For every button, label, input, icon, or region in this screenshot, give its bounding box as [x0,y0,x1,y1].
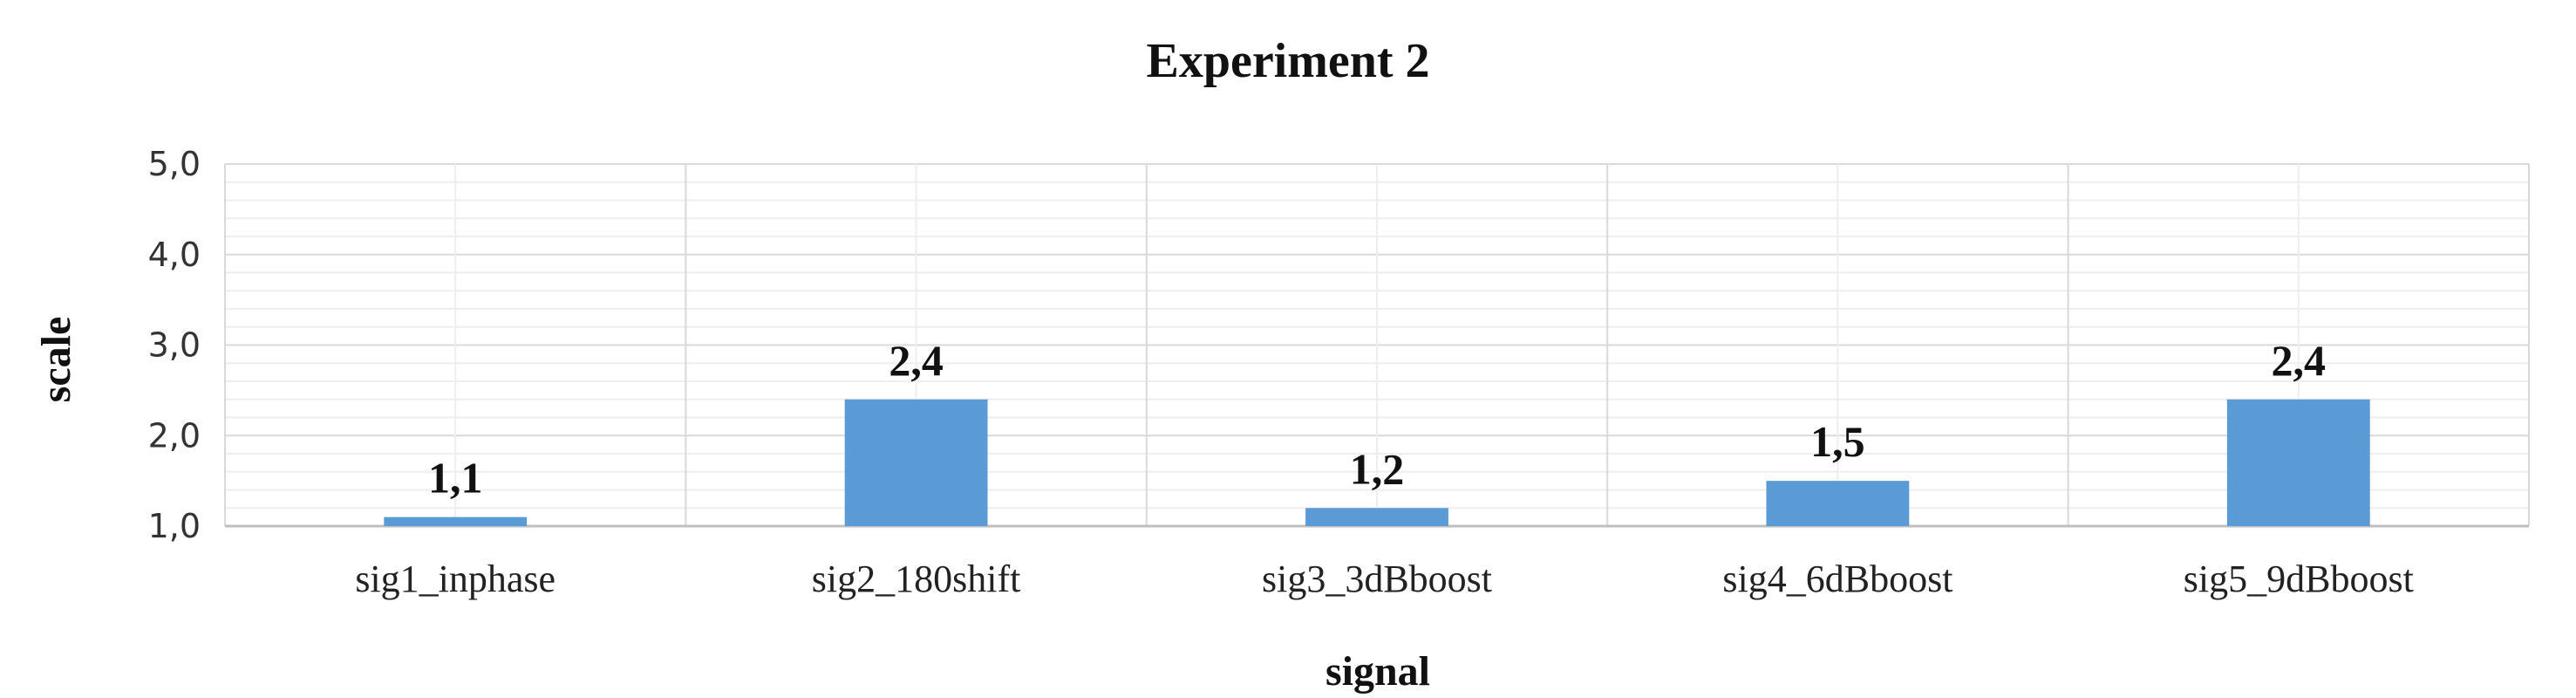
x-tick-label: sig5_9dBboost [2184,558,2414,600]
bar[interactable] [1766,481,1910,526]
y-tick-label: 5,0 [148,145,201,183]
y-axis-ticks: 1,0 2,0 3,0 4,0 5,0 [148,145,201,545]
bar[interactable] [2226,399,2370,526]
bar[interactable] [1305,508,1448,526]
data-label: 2,4 [2272,336,2327,385]
gridlines [224,163,2530,527]
x-tick-label: sig2_180shift [812,558,1021,600]
data-labels: 1,1 2,4 1,2 1,5 2,4 [428,336,2326,503]
bar[interactable] [384,517,528,526]
y-tick-label: 1,0 [148,507,201,545]
data-label: 1,1 [428,454,483,503]
bars [384,399,2370,526]
x-axis-title: signal [1325,648,1430,695]
y-tick-label: 4,0 [148,236,201,274]
x-tick-label: sig4_6dBboost [1722,558,1952,600]
y-tick-label: 2,0 [148,416,201,455]
data-label: 1,5 [1810,417,1865,466]
chart-title: Experiment 2 [1146,34,1429,88]
y-tick-label: 3,0 [148,326,201,365]
x-tick-label: sig1_inphase [355,558,555,600]
x-tick-label: sig3_3dBboost [1262,558,1492,600]
y-axis-title: scale [33,317,79,403]
bar[interactable] [844,399,988,526]
x-axis-ticks: sig1_inphase sig2_180shift sig3_3dBboost si… [355,558,2414,600]
data-label: 2,4 [889,336,944,385]
data-label: 1,2 [1350,444,1405,493]
